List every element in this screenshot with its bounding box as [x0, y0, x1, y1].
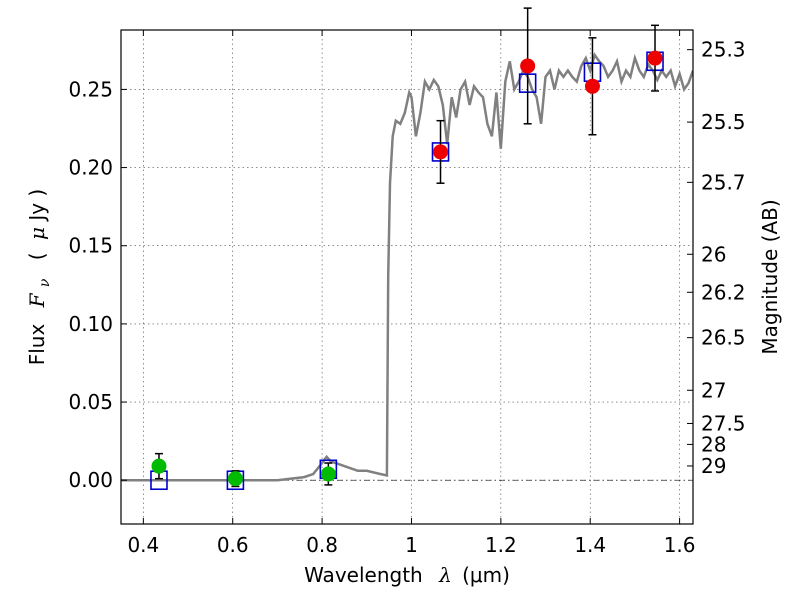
x-tick-label: 0.6 — [217, 533, 249, 557]
y2-tick-label: 28 — [701, 432, 726, 456]
model-photometry-markers — [150, 51, 664, 491]
y-axis-label: Flux F ν ( μ Jy ) — [25, 189, 54, 366]
y2-tick-label: 26 — [701, 242, 726, 266]
observed-point-red — [433, 144, 449, 160]
y-tick-label: 0.20 — [68, 156, 113, 180]
observed-points — [151, 50, 663, 487]
observed-point-green — [151, 458, 167, 474]
y-tick-label: 0.00 — [68, 468, 113, 492]
y2-tick-label: 27.5 — [701, 411, 746, 435]
axis-ticks — [121, 30, 693, 524]
plot-area — [121, 52, 693, 482]
x-tick-label: 1.6 — [664, 533, 696, 557]
model-spectrum-line — [121, 52, 693, 482]
y-tick-label: 0.15 — [68, 234, 113, 258]
observed-point-green — [320, 466, 336, 482]
observed-point-red — [647, 50, 663, 66]
y-tick-label: 0.25 — [68, 77, 113, 101]
y2-tick-label: 25.3 — [701, 38, 746, 62]
x-axis-label: Wavelength λ (μm) — [304, 563, 510, 587]
observed-point-green — [227, 471, 243, 487]
plot-frame — [120, 29, 694, 525]
observed-point-red — [584, 78, 600, 94]
y-tick-label: 0.10 — [68, 312, 113, 336]
y2-axis-label: Magnitude (AB) — [758, 199, 782, 354]
y-tick-labels: 0.00 0.05 0.10 0.15 0.20 0.25 — [68, 77, 113, 492]
y2-tick-label: 25.7 — [701, 170, 746, 194]
y2-tick-label: 26.2 — [701, 280, 746, 304]
error-bars — [154, 7, 660, 488]
x-tick-label: 0.4 — [127, 533, 159, 557]
x-tick-labels: 0.4 0.6 0.8 1 1.2 1.4 1.6 — [127, 533, 695, 557]
y2-tick-label: 29 — [701, 454, 726, 478]
x-tick-label: 1.2 — [485, 533, 517, 557]
x-tick-label: 1.4 — [574, 533, 606, 557]
y2-tick-label: 25.5 — [701, 110, 746, 134]
x-tick-label: 0.8 — [306, 533, 338, 557]
y2-tick-label: 26.5 — [701, 326, 746, 350]
observed-point-red — [520, 58, 536, 74]
x-tick-label: 1 — [405, 533, 418, 557]
y2-tick-label: 27 — [701, 378, 726, 402]
y-tick-label: 0.05 — [68, 390, 113, 414]
